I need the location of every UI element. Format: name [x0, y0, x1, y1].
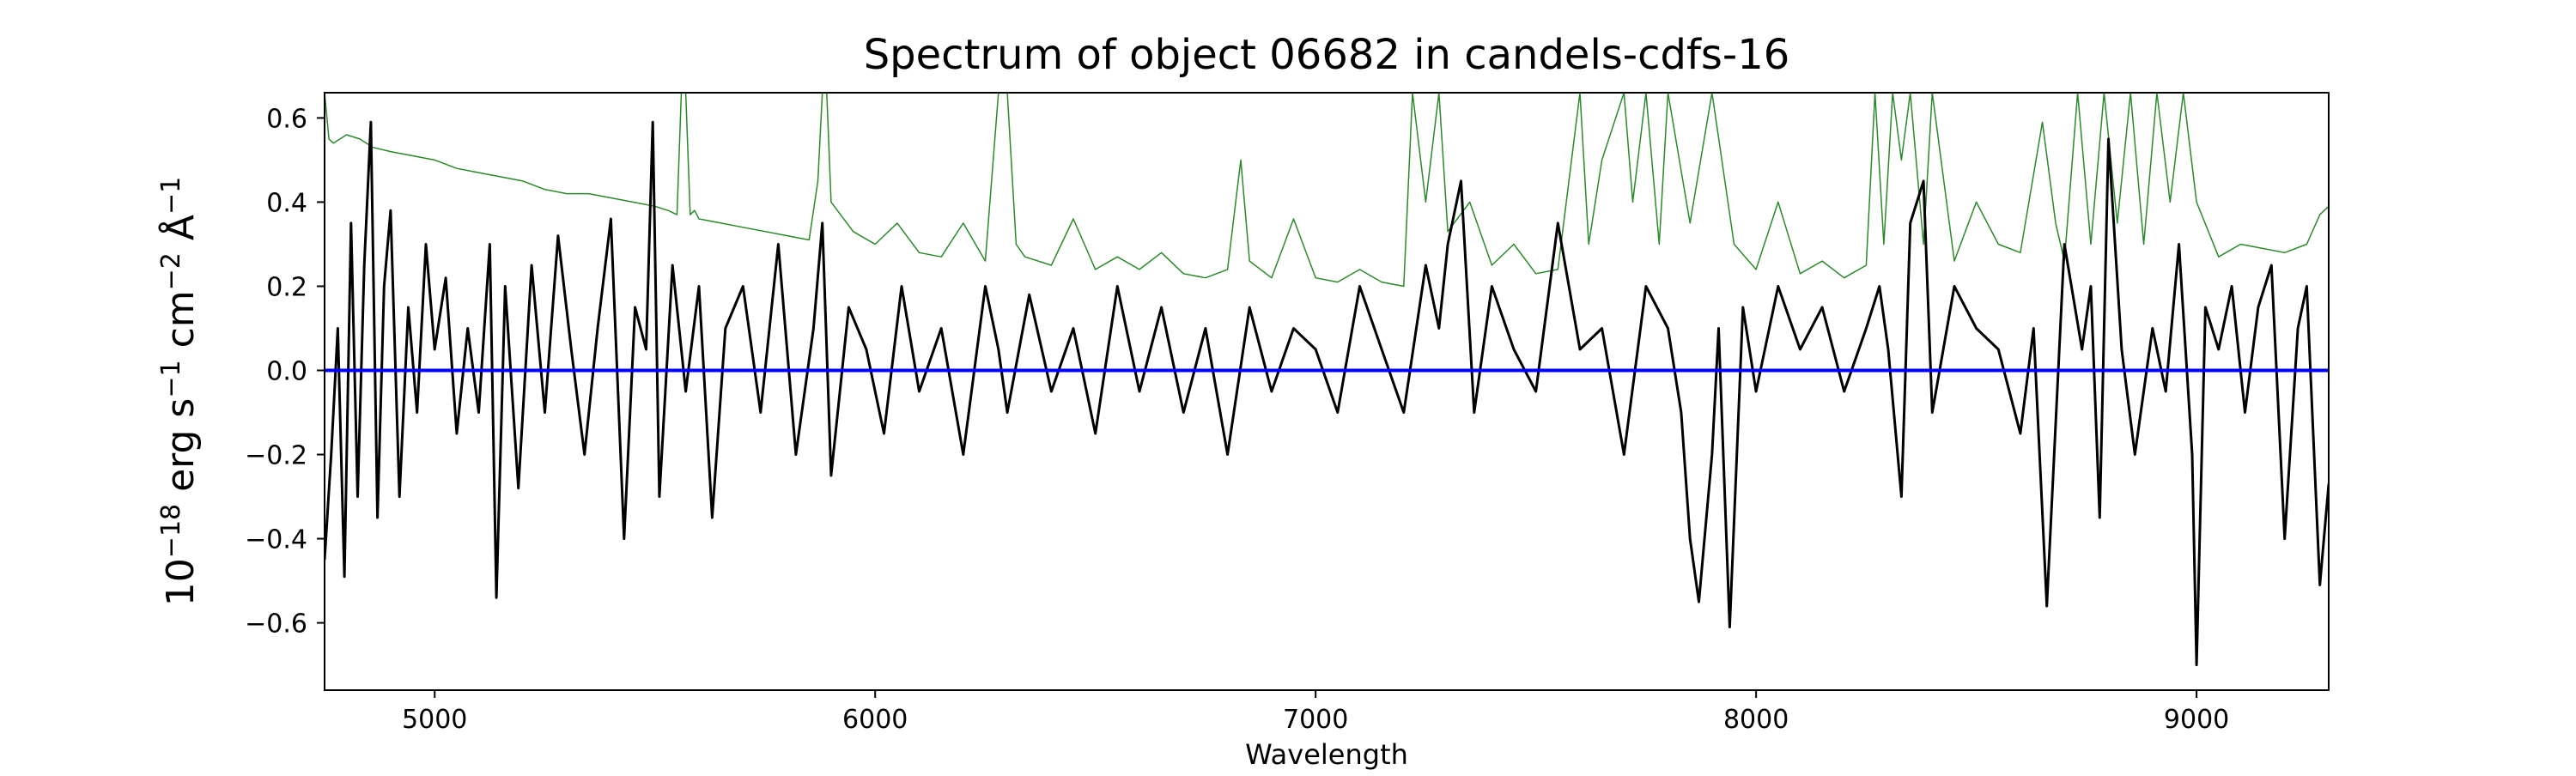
y-tick-label: 0.4 [266, 188, 307, 218]
plot-frame [324, 92, 2330, 691]
x-tick-label: 6000 [842, 705, 908, 735]
y-label-unit-c: Å [157, 215, 203, 252]
y-tick-label: −0.6 [245, 609, 307, 640]
y-tick-label: 0.0 [266, 356, 307, 386]
y-tick-label: −0.2 [245, 441, 307, 471]
y-tick-label: 0.6 [266, 104, 307, 134]
series-line-flux [325, 120, 2329, 667]
series-line-noise [325, 93, 2329, 288]
x-tick-label: 7000 [1283, 705, 1348, 735]
y-label-unit-a: erg s [159, 398, 203, 504]
x-axis: 5000 6000 7000 8000 9000 [402, 690, 2229, 735]
series-layer [325, 93, 2329, 667]
x-tick-label: 5000 [402, 705, 467, 735]
x-tick-label: 9000 [2164, 705, 2229, 735]
y-axis-label: 10−18 erg s−1 cm−2 Å−1 [156, 177, 203, 606]
y-axis: −0.6 −0.4 −0.2 0.0 0.2 0.4 0.6 [245, 104, 325, 640]
y-label-unit-a-exp: −1 [156, 360, 186, 397]
y-label-prefix-exp: −18 [156, 504, 186, 558]
chart-title: Spectrum of object 06682 in candels-cdfs… [864, 31, 1790, 79]
y-label-unit-b: cm [159, 290, 203, 360]
y-label-unit-c-exp: −1 [156, 177, 186, 215]
plot-area [325, 93, 2329, 667]
x-tick-label: 8000 [1723, 705, 1789, 735]
x-axis-label: Wavelength [1245, 738, 1408, 771]
y-tick-label: −0.4 [245, 525, 307, 555]
y-label-prefix: 10 [159, 558, 203, 606]
y-tick-label: 0.2 [266, 272, 307, 302]
y-label-unit-b-exp: −2 [156, 252, 186, 290]
